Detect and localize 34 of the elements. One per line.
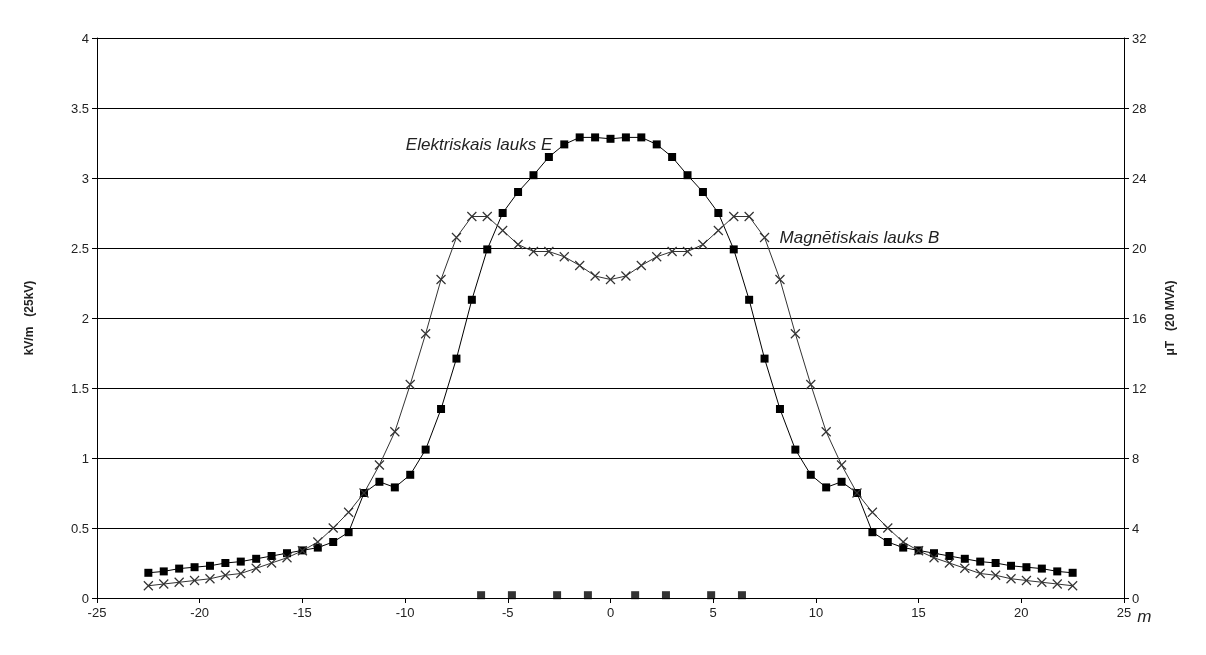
y2-tick-label: 32	[1132, 30, 1147, 46]
x-tick-label: 20	[1014, 605, 1029, 620]
y2-tick-label: 28	[1132, 100, 1147, 116]
x-tick-label: -15	[293, 605, 312, 620]
y2-tick-label: 12	[1132, 380, 1147, 396]
y2-tick-label: 20	[1132, 240, 1147, 256]
x-tick-label: 5	[709, 605, 717, 620]
series-label: Elektriskais lauks E	[405, 134, 553, 154]
y2-tick-label: 0	[1132, 590, 1140, 606]
y2-tick-label: 16	[1132, 310, 1147, 326]
y-tick-label: 0.5	[70, 520, 89, 536]
x-tick-label: -5	[502, 605, 514, 620]
y-tick-label: 4	[81, 30, 89, 46]
y-tick-label: 3	[81, 170, 89, 186]
y-axis-title: kV/m (25kV)	[22, 280, 36, 356]
x-tick-label: -20	[190, 605, 210, 620]
y-tick-label: 2	[81, 310, 89, 326]
x-tick-label: 15	[911, 605, 926, 620]
y2-tick-label: 24	[1132, 170, 1147, 186]
y-tick-label: 2.5	[70, 240, 89, 256]
y-tick-label: 3.5	[70, 100, 89, 116]
y-tick-label: 1	[81, 450, 89, 466]
series-label: Magnētiskais lauks B	[779, 228, 940, 247]
y2-axis-title: μT (20 MVA)	[1163, 280, 1177, 356]
y2-tick-label: 8	[1132, 450, 1140, 466]
x-tick-label: 25	[1116, 605, 1132, 620]
x-tick-label: -10	[395, 605, 415, 620]
x-tick-label: 0	[606, 605, 615, 620]
x-tick-label: 10	[808, 605, 824, 620]
y2-tick-label: 4	[1132, 520, 1140, 536]
y-tick-label: 1.5	[70, 380, 89, 396]
x-tick-label: -25	[87, 605, 107, 620]
x-axis-title: m	[1137, 607, 1152, 626]
y-tick-label: 0	[81, 590, 89, 606]
